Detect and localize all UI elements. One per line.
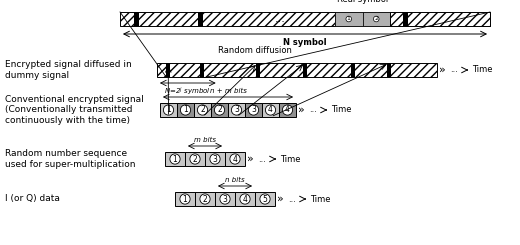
Text: 2: 2 xyxy=(203,195,207,204)
Text: Random diffusion: Random diffusion xyxy=(218,46,292,55)
Bar xyxy=(235,192,255,206)
Bar xyxy=(402,12,408,26)
Bar xyxy=(362,12,390,26)
Text: ...: ... xyxy=(309,106,317,114)
Bar xyxy=(134,12,138,26)
Text: ...: ... xyxy=(258,155,266,163)
Text: 2: 2 xyxy=(192,155,198,163)
Bar xyxy=(160,103,177,117)
Text: Time: Time xyxy=(472,65,492,74)
Text: 4: 4 xyxy=(285,106,290,114)
Text: N symbol: N symbol xyxy=(283,38,327,47)
Text: n bits: n bits xyxy=(225,177,245,183)
Text: 3: 3 xyxy=(251,106,256,114)
Bar xyxy=(205,152,225,166)
Text: N=2$^j$ symbol: N=2$^j$ symbol xyxy=(164,86,211,98)
Bar xyxy=(185,152,205,166)
Text: »: » xyxy=(277,194,284,204)
Bar xyxy=(303,63,307,77)
Text: n + m bits: n + m bits xyxy=(210,88,246,94)
Text: ...: ... xyxy=(450,65,458,74)
Text: 1: 1 xyxy=(183,195,187,204)
Bar xyxy=(165,152,185,166)
Bar xyxy=(351,63,355,77)
Bar xyxy=(215,192,235,206)
Text: Time: Time xyxy=(310,195,331,204)
Text: Random number sequence
used for super-multiplication: Random number sequence used for super-mu… xyxy=(5,149,136,169)
Bar xyxy=(194,103,211,117)
Text: Time: Time xyxy=(331,106,352,114)
Text: 1: 1 xyxy=(183,106,188,114)
Text: »: » xyxy=(247,154,254,164)
Text: Time: Time xyxy=(280,155,301,163)
Text: 1: 1 xyxy=(166,106,171,114)
Text: 3: 3 xyxy=(234,106,239,114)
Text: 5: 5 xyxy=(263,195,267,204)
Text: 4: 4 xyxy=(242,195,248,204)
Text: 3: 3 xyxy=(213,155,217,163)
Text: ...: ... xyxy=(288,195,296,204)
Bar xyxy=(279,103,296,117)
Bar xyxy=(228,103,245,117)
Text: 3: 3 xyxy=(223,195,227,204)
Bar xyxy=(335,12,362,26)
Bar xyxy=(175,192,195,206)
Bar xyxy=(387,63,392,77)
Text: »: » xyxy=(439,65,446,75)
Bar xyxy=(390,12,490,26)
Bar xyxy=(255,192,275,206)
Text: ...: ... xyxy=(275,14,285,24)
Bar xyxy=(211,103,228,117)
Text: 2: 2 xyxy=(217,106,222,114)
Bar xyxy=(120,12,490,26)
Bar xyxy=(198,12,202,26)
Text: Encrypted signal diffused in
dummy signal: Encrypted signal diffused in dummy signa… xyxy=(5,60,132,80)
Text: 1: 1 xyxy=(173,155,177,163)
Text: I (or Q) data: I (or Q) data xyxy=(5,195,60,204)
Text: 4: 4 xyxy=(268,106,273,114)
Text: Conventional encrypted signal
(Conventionally transmitted
continuously with the : Conventional encrypted signal (Conventio… xyxy=(5,95,144,125)
Bar xyxy=(335,12,390,26)
Bar xyxy=(245,103,262,117)
Text: Real symbol: Real symbol xyxy=(337,0,388,4)
Text: 1: 1 xyxy=(347,16,350,22)
Bar xyxy=(200,63,204,77)
Text: 2: 2 xyxy=(200,106,205,114)
Text: m bits: m bits xyxy=(194,137,216,143)
Bar xyxy=(262,103,279,117)
Bar xyxy=(157,63,437,77)
Text: 4: 4 xyxy=(232,155,238,163)
Text: »: » xyxy=(298,105,305,115)
Text: 2: 2 xyxy=(374,16,378,22)
Bar xyxy=(225,152,245,166)
Bar xyxy=(177,103,194,117)
Bar xyxy=(166,63,170,77)
Bar xyxy=(256,63,260,77)
Bar xyxy=(195,192,215,206)
